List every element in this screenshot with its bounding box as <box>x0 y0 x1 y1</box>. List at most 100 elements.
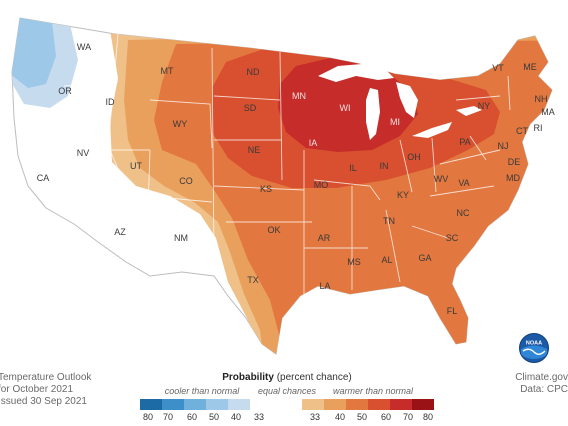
legend-tick-8: 50 <box>356 412 368 422</box>
state-label-tn: TN <box>383 216 395 226</box>
legend-tick-9: 60 <box>380 412 392 422</box>
state-label-mn: MN <box>292 91 306 101</box>
state-label-tx: TX <box>247 275 259 285</box>
state-label-wa: WA <box>76 42 92 52</box>
legend-swatch-2 <box>183 399 206 410</box>
legend-tick-11: 80 <box>422 412 434 422</box>
lake-superior <box>318 64 394 82</box>
legend-category-cooler: cooler than normal <box>164 386 240 396</box>
great-lakes <box>318 64 482 140</box>
caption-line-issued: Issued 30 Sep 2021 <box>0 396 87 407</box>
logo-text: NOAA <box>526 341 542 347</box>
state-label-ms: MS <box>347 257 361 267</box>
state-borders <box>37 33 511 300</box>
state-label-ks: KS <box>259 184 273 194</box>
state-label-il: IL <box>349 163 357 173</box>
state-label-va: VA <box>458 178 470 188</box>
state-label-ok: OK <box>267 225 281 235</box>
legend-swatch-11 <box>412 399 434 410</box>
state-label-ga: GA <box>418 253 432 263</box>
zone-cool-40-50 <box>12 18 56 88</box>
legend-swatch-0 <box>140 399 162 410</box>
legend-tick-0: 80 <box>142 412 154 422</box>
legend-tick-1: 70 <box>162 412 174 422</box>
state-label-vt: VT <box>492 63 504 73</box>
lake-huron <box>396 82 418 118</box>
state-label-ny: NY <box>477 101 491 111</box>
legend-swatch-10 <box>390 399 413 410</box>
legend-tick-7: 40 <box>334 412 346 422</box>
state-label-ut: UT <box>130 161 142 171</box>
legend-tick-2: 60 <box>186 412 198 422</box>
state-label-wy: WY <box>172 119 188 129</box>
state-label-ct: CT <box>516 126 528 136</box>
state-label-nj: NJ <box>497 141 509 151</box>
legend-title-bold: Probability <box>222 372 274 383</box>
state-label-pa: PA <box>459 137 471 147</box>
state-label-nh: NH <box>534 94 548 104</box>
state-label-nm: NM <box>174 233 188 243</box>
state-label-al: AL <box>381 255 393 265</box>
legend-swatch-8 <box>346 399 369 410</box>
legend-swatch-6 <box>302 399 325 410</box>
state-label-fl: FL <box>446 306 458 316</box>
state-label-de: DE <box>507 157 521 167</box>
caption-line-period: for October 2021 <box>0 384 74 395</box>
lake-erie <box>412 122 452 138</box>
state-label-oh: OH <box>407 152 421 162</box>
legend-tick-5: 33 <box>253 412 265 422</box>
state-label-mt: MT <box>160 66 174 76</box>
state-label-nd: ND <box>246 67 260 77</box>
legend-tick-10: 70 <box>402 412 414 422</box>
state-label-nv: NV <box>76 148 90 158</box>
state-label-sc: SC <box>445 233 459 243</box>
state-label-sd: SD <box>243 103 257 113</box>
source-credit: Climate.gov Data: CPC <box>515 372 568 396</box>
legend-swatch-1 <box>161 399 184 410</box>
legend-categories: cooler than normal equal chances warmer … <box>140 386 434 398</box>
legend-tick-6: 33 <box>309 412 321 422</box>
state-label-ca: CA <box>36 173 50 183</box>
state-label-wi: WI <box>339 103 351 113</box>
state-label-nc: NC <box>456 208 470 218</box>
legend-color-bar <box>140 399 434 410</box>
state-label-me: ME <box>523 62 537 72</box>
state-label-id: ID <box>105 97 115 107</box>
lake-michigan <box>366 88 380 140</box>
outlook-caption: Temperature Outlook for October 2021 Iss… <box>0 372 91 408</box>
state-label-md: MD <box>506 173 520 183</box>
legend-ticks: 80 70 60 50 40 33 33 40 50 60 70 80 <box>140 412 434 424</box>
state-label-in: IN <box>379 161 389 171</box>
caption-line-title: Temperature Outlook <box>0 372 92 383</box>
legend-swatch-7 <box>324 399 347 410</box>
state-label-ky: KY <box>396 190 410 200</box>
legend-category-warmer: warmer than normal <box>332 386 414 396</box>
state-label-or: OR <box>58 86 72 96</box>
legend-title-rest: (percent chance) <box>273 372 352 383</box>
zone-warm-70-80 <box>278 58 418 152</box>
state-label-co: CO <box>179 176 193 186</box>
credit-data: Data: CPC <box>520 384 568 395</box>
state-label-wv: WV <box>433 174 449 184</box>
noaa-logo: NOAA <box>519 333 549 363</box>
state-label-az: AZ <box>114 227 126 237</box>
state-label-ri: RI <box>533 123 543 133</box>
legend-category-equal: equal chances <box>257 386 317 396</box>
state-label-ia: IA <box>308 138 318 148</box>
legend-swatch-9 <box>368 399 391 410</box>
legend-swatch-5 <box>249 399 303 410</box>
state-label-ar: AR <box>317 233 331 243</box>
legend-swatch-4 <box>227 399 250 410</box>
state-label-ne: NE <box>247 145 261 155</box>
lake-ontario <box>456 106 482 116</box>
legend-tick-3: 50 <box>208 412 220 422</box>
credit-site: Climate.gov <box>515 372 568 383</box>
legend-title: Probability (percent chance) <box>140 372 434 383</box>
state-label-mo: MO <box>313 180 329 190</box>
legend-tick-4: 40 <box>230 412 242 422</box>
legend-swatch-3 <box>205 399 228 410</box>
state-label-ma: MA <box>541 107 555 117</box>
state-label-mi: MI <box>390 117 400 127</box>
probability-legend: Probability (percent chance) cooler than… <box>140 372 434 426</box>
